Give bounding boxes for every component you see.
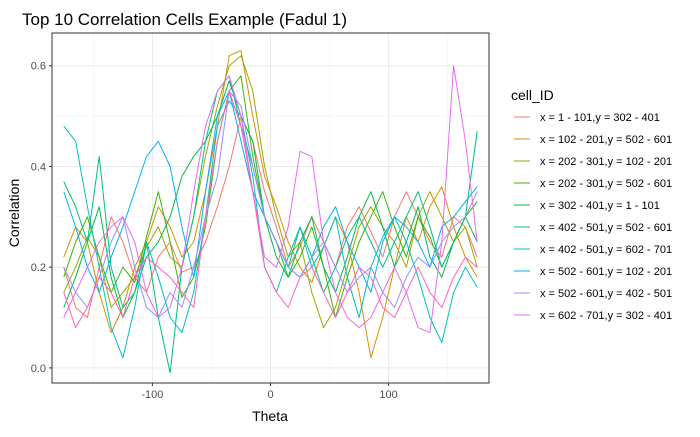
x-tick-label: 100 — [379, 389, 397, 401]
legend-label: x = 602 - 701,y = 302 - 401 — [540, 310, 672, 322]
legend-label: x = 302 - 401,y = 1 - 101 — [540, 200, 660, 212]
y-tick-label: 0.6 — [31, 61, 46, 73]
legend-label: x = 202 - 301,y = 502 - 601 — [540, 178, 672, 190]
y-tick-label: 0.0 — [31, 363, 46, 375]
x-axis-label: Theta — [252, 408, 288, 424]
legend-label: x = 202 - 301,y = 102 - 201 — [540, 156, 672, 168]
x-tick-label: 0 — [267, 389, 273, 401]
y-axis-label: Correlation — [6, 179, 22, 247]
series-line-5 — [63, 80, 478, 318]
x-tick-label: -100 — [141, 389, 163, 401]
series-line-11 — [63, 90, 478, 329]
legend-title: cell_ID — [511, 87, 554, 103]
plot-area: 0.0 0.2 0.4 0.6 -100 0 100 — [31, 32, 490, 401]
series-line-1 — [63, 115, 478, 318]
chart-title: Top 10 Correlation Cells Example (Fadul … — [22, 10, 347, 29]
series-line-9 — [63, 90, 478, 318]
legend-label: x = 102 - 201,y = 502 - 601 — [540, 134, 672, 146]
legend-label: x = 1 - 101,y = 302 - 401 — [540, 112, 660, 124]
legend-label: x = 502 - 601,y = 402 - 501 — [540, 288, 672, 300]
legend-label: x = 402 - 501,y = 502 - 601 — [540, 222, 672, 234]
y-tick-label: 0.2 — [31, 262, 46, 274]
legend: cell_ID x = 1 - 101,y = 302 - 401 x = 102… — [511, 87, 672, 322]
y-tick-label: 0.4 — [31, 161, 46, 173]
legend-label: x = 502 - 601,y = 102 - 201 — [540, 266, 672, 278]
series-line-10 — [63, 65, 478, 334]
legend-label: x = 402 - 501,y = 602 - 701 — [540, 244, 672, 256]
